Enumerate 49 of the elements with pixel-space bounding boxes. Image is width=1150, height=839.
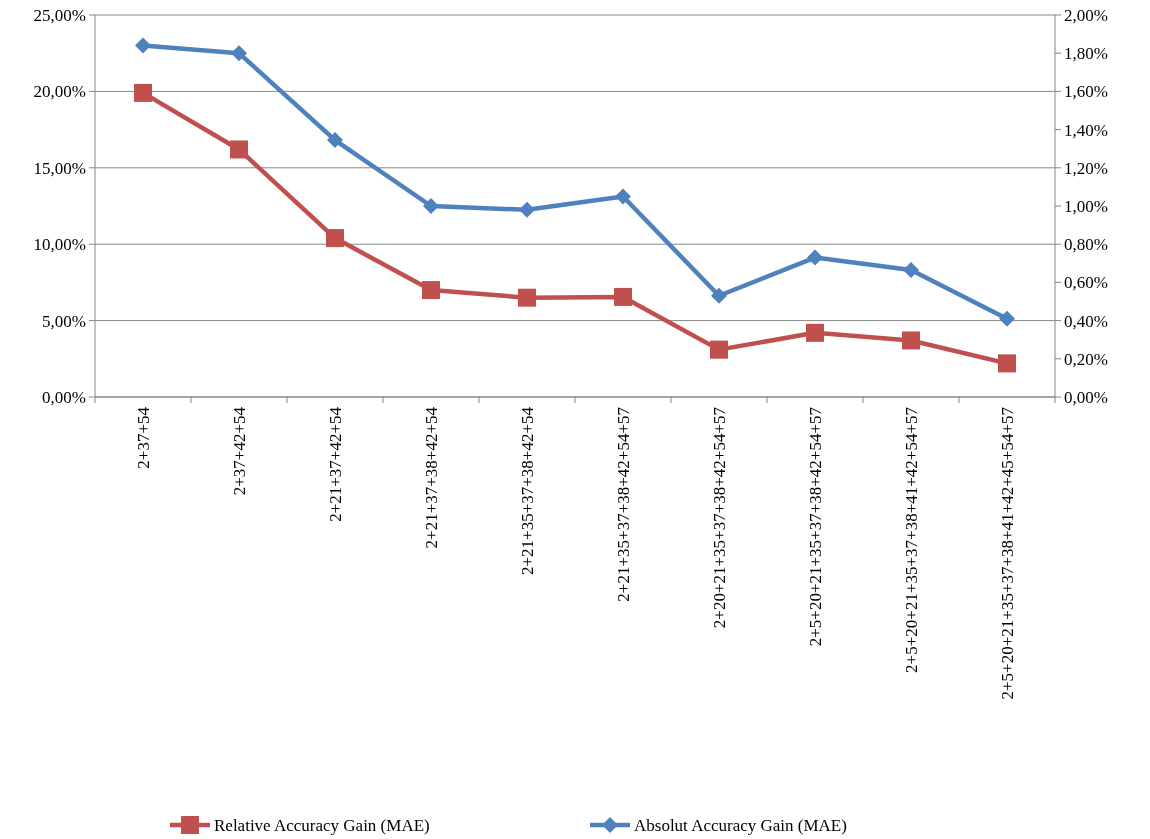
- x-tick-label: 2+20+21+35+37+38+42+54+57: [709, 406, 729, 629]
- legend-label: Relative Accuracy Gain (MAE): [214, 815, 430, 835]
- y2-tick-label: 0,00%: [1064, 387, 1108, 407]
- y-tick-label: 15,00%: [33, 158, 86, 178]
- point: [998, 354, 1016, 373]
- point: [134, 83, 152, 102]
- x-tick-label: 2+21+37+38+42+54: [421, 406, 441, 549]
- x-tick-label: 2+37+54: [133, 406, 153, 469]
- x-tick-label: 2+5+20+21+35+37+38+41+42+45+54+57: [997, 406, 1017, 700]
- point: [711, 287, 727, 304]
- y2-tick-label: 0,60%: [1064, 273, 1108, 293]
- y2-tick-label: 1,60%: [1064, 82, 1108, 102]
- point: [614, 287, 632, 306]
- y-tick-label: 0,00%: [42, 387, 86, 407]
- x-tick-label: 2+5+20+21+35+37+38+41+42+54+57: [901, 406, 921, 673]
- point: [902, 331, 920, 350]
- y-tick-label: 25,00%: [33, 5, 86, 25]
- point: [999, 310, 1015, 327]
- point: [518, 288, 536, 307]
- point: [135, 37, 151, 54]
- point: [231, 45, 247, 62]
- point: [423, 198, 439, 214]
- y-tick-label: 5,00%: [42, 311, 86, 331]
- x-tick-label: 2+21+35+37+38+42+54: [517, 406, 537, 576]
- point: [710, 340, 728, 359]
- x-tick-label: 2+21+35+37+38+42+54+57: [613, 406, 633, 602]
- y2-tick-label: 1,80%: [1064, 44, 1108, 64]
- point: [615, 188, 631, 205]
- y2-tick-label: 1,00%: [1064, 196, 1108, 216]
- point: [806, 323, 824, 342]
- point: [230, 140, 248, 159]
- legend-label: Absolut Accuracy Gain (MAE): [634, 815, 847, 835]
- y2-tick-label: 1,20%: [1064, 158, 1108, 178]
- point: [903, 261, 919, 278]
- x-tick-label: 2+5+20+21+35+37+38+42+54+57: [805, 406, 825, 647]
- point: [327, 132, 343, 149]
- point: [422, 281, 440, 300]
- x-tick-label: 2+37+42+54: [229, 406, 249, 496]
- y-tick-label: 10,00%: [33, 235, 86, 255]
- y-tick-label: 20,00%: [33, 82, 86, 102]
- point: [519, 201, 535, 218]
- y2-tick-label: 0,80%: [1064, 235, 1108, 255]
- y2-tick-label: 1,40%: [1064, 120, 1108, 140]
- y2-tick-label: 0,40%: [1064, 311, 1108, 331]
- y2-tick-label: 2,00%: [1064, 5, 1108, 25]
- y2-tick-label: 0,20%: [1064, 349, 1108, 369]
- x-tick-label: 2+21+37+42+54: [325, 406, 345, 522]
- point: [326, 229, 344, 248]
- point: [807, 249, 823, 266]
